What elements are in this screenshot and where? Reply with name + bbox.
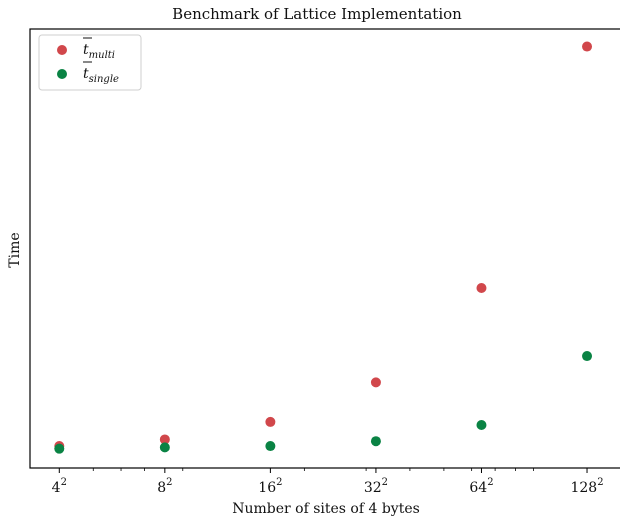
point-single <box>265 441 276 452</box>
x-tick-exponent: 2 <box>166 477 172 488</box>
legend-label-multi: tmulti <box>83 42 115 61</box>
x-tick-exponent: 2 <box>382 477 388 488</box>
y-axis-label: Time <box>7 232 23 267</box>
x-tick-base: 16 <box>258 480 276 496</box>
x-tick-label: 642 <box>469 477 493 496</box>
x-tick-label: 162 <box>258 477 282 496</box>
point-single <box>370 436 381 447</box>
chart-title: Benchmark of Lattice Implementation <box>172 5 462 23</box>
point-single <box>582 351 593 362</box>
legend-marker-multi <box>57 45 67 55</box>
x-tick-base: 32 <box>364 480 382 496</box>
legend-label-single: tsingle <box>83 66 119 85</box>
x-axis-label: Number of sites of 4 bytes <box>232 501 420 517</box>
point-multi <box>159 434 170 445</box>
legend-symbol: t <box>83 66 89 82</box>
point-single <box>54 443 65 454</box>
legend-subscript: single <box>89 74 119 85</box>
point-single <box>159 442 170 453</box>
x-axis-ticks: 42 82 162 322 642 1282 <box>52 468 604 496</box>
x-tick-label: 1282 <box>570 477 603 496</box>
x-tick-exponent: 2 <box>597 477 603 488</box>
x-axis-minor-ticks <box>92 468 534 471</box>
legend-marker-single <box>57 69 67 79</box>
legend-symbol: t <box>83 42 89 58</box>
x-tick-label: 82 <box>157 477 172 496</box>
x-tick-base: 8 <box>157 480 166 496</box>
x-tick-exponent: 2 <box>61 477 67 488</box>
x-tick-exponent: 2 <box>276 477 282 488</box>
x-tick-exponent: 2 <box>487 477 493 488</box>
x-tick-base: 64 <box>469 480 487 496</box>
point-multi <box>265 416 276 427</box>
x-tick-base: 128 <box>570 480 597 496</box>
point-multi <box>582 41 593 52</box>
point-single <box>476 419 487 430</box>
legend-subscript: multi <box>89 50 115 61</box>
x-tick-base: 4 <box>52 480 61 496</box>
plot-area-frame <box>29 28 620 469</box>
x-tick-label: 42 <box>52 477 67 496</box>
data-points <box>54 41 593 454</box>
point-multi <box>370 377 381 388</box>
x-tick-label: 322 <box>364 477 388 496</box>
point-multi <box>476 283 487 294</box>
